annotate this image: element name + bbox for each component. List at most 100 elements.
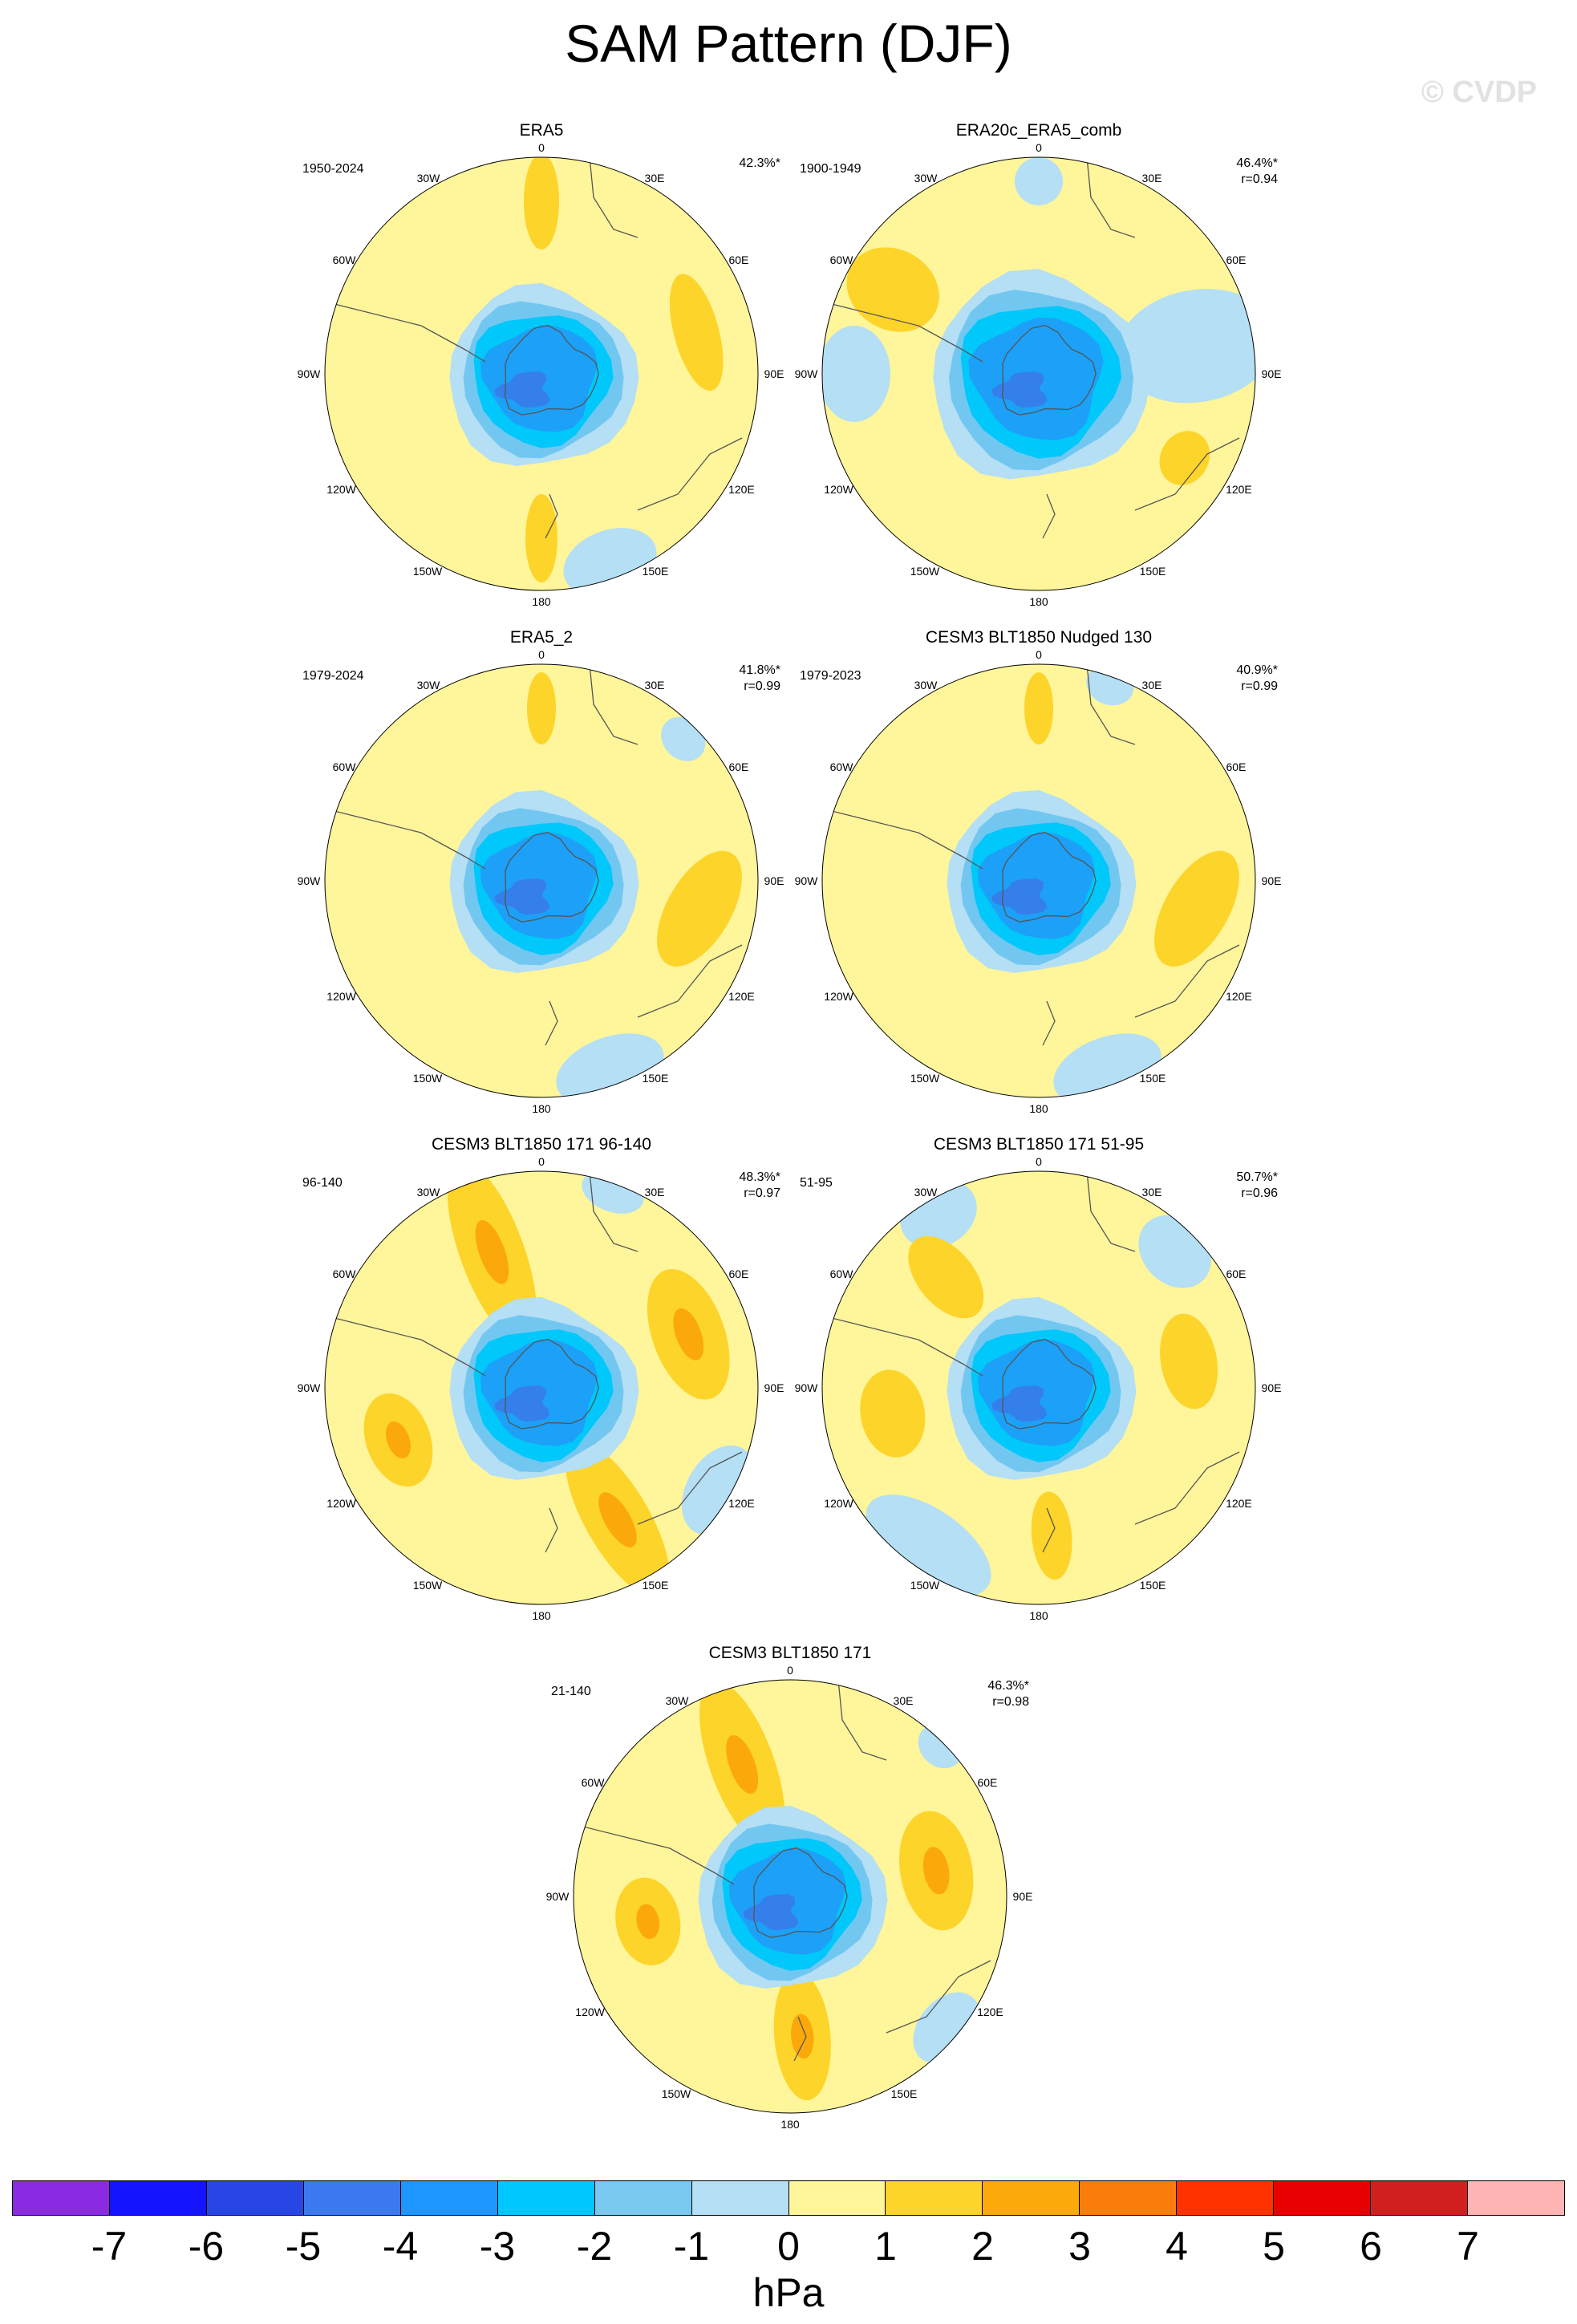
longitude-label: 150E xyxy=(643,1072,669,1085)
panel-correlation: r=0.94 xyxy=(1241,172,1278,186)
panel-title: ERA5_2 xyxy=(509,628,574,647)
colorbar-swatch xyxy=(206,2181,304,2215)
longitude-label: 120E xyxy=(1226,990,1252,1003)
field-contours xyxy=(325,664,758,1097)
longitude-label: 0 xyxy=(1036,141,1042,154)
panel-stats: 46.3%* r=0.98 xyxy=(987,1678,1029,1710)
map-border xyxy=(573,1679,1007,2114)
new-zealand-coastline xyxy=(793,2016,807,2062)
positive-anomaly-band xyxy=(525,494,557,582)
negative-ring-5 xyxy=(494,878,550,915)
longitude-label: 90W xyxy=(546,1890,570,1903)
map-panel-era20c: ERA20c_ERA5_comb 1900-1949 46.4%* r=0.94… xyxy=(758,120,1320,618)
panel-period: 96-140 xyxy=(302,1176,343,1190)
field-contours xyxy=(325,1171,758,1604)
africa-coastline xyxy=(837,1680,887,1761)
south-america-coastline xyxy=(574,1823,735,1885)
longitude-label: 180 xyxy=(1029,1609,1048,1622)
colorbar-swatch xyxy=(1080,2181,1178,2215)
south-america-coastline xyxy=(822,808,983,870)
longitude-label: 120W xyxy=(824,1497,853,1510)
positive-anomaly-band xyxy=(669,274,724,391)
longitude-label: 150W xyxy=(413,1072,443,1085)
longitude-label: 30W xyxy=(417,679,441,692)
longitude-label: 0 xyxy=(1036,1155,1042,1168)
positive-anomaly-core xyxy=(726,1734,759,1795)
negative-ring-5 xyxy=(743,1894,799,1931)
negative-ring-5 xyxy=(991,878,1048,915)
polar-map: 0 30E 60E 90E 120E 150E 180 150W 120W 90W 60W 30W xyxy=(546,1664,1033,2131)
positive-anomaly-band xyxy=(846,247,939,332)
map-panel-era5-2: ERA5_2 1979-2024 41.8%* r=0.99 0 30E 60E 90… xyxy=(261,627,822,1125)
map-border xyxy=(821,156,1256,591)
longitude-label: 120W xyxy=(326,483,356,496)
africa-coastline xyxy=(1086,1171,1136,1252)
longitude-label: 150E xyxy=(643,1579,669,1592)
panel-correlation: r=0.97 xyxy=(744,1186,780,1200)
longitude-label: 180 xyxy=(532,1102,551,1115)
figure-title: SAM Pattern (DJF) xyxy=(565,14,1012,73)
panel-title: CESM3 BLT1850 171 xyxy=(708,1644,872,1662)
colorbar xyxy=(12,2180,1565,2216)
longitude-label: 120E xyxy=(977,2006,1003,2018)
negative-ring-5 xyxy=(991,1385,1048,1422)
new-zealand-coastline xyxy=(545,1507,558,1553)
longitude-label: 30W xyxy=(666,1694,690,1707)
colorbar-tick-label: 6 xyxy=(1360,2224,1382,2269)
longitude-label: 90E xyxy=(764,874,784,887)
panel-stats: 42.3%* xyxy=(739,156,780,172)
panel-title: CESM3 BLT1850 Nudged 130 xyxy=(925,628,1153,647)
longitude-label: 150W xyxy=(413,1579,443,1592)
positive-anomaly-core xyxy=(475,1220,509,1284)
panel-correlation: r=0.98 xyxy=(992,1695,1029,1709)
colorbar-tick-label: 1 xyxy=(874,2224,897,2269)
panel-variance: 46.4%* xyxy=(1236,156,1278,170)
negative-anomaly-patch xyxy=(1015,157,1063,205)
colorbar-swatch xyxy=(13,2181,110,2215)
antarctica-coastline xyxy=(504,831,599,923)
longitude-label: 150W xyxy=(662,2087,691,2100)
positive-anomaly-core xyxy=(791,2014,814,2059)
colorbar-ticks: -7 -6 -5 -4 -3 -2 -1 0 1 2 3 4 5 6 7 xyxy=(0,2222,1577,2270)
colorbar-swatch xyxy=(594,2181,692,2215)
africa-coastline xyxy=(589,664,639,745)
colorbar-swatch xyxy=(1274,2181,1372,2215)
africa-coastline xyxy=(589,1171,639,1252)
negative-ring-5 xyxy=(494,371,550,408)
colorbar-tick-label: 4 xyxy=(1166,2224,1188,2269)
longitude-label: 90E xyxy=(764,1381,784,1394)
colorbar-tick-label: -6 xyxy=(188,2224,225,2269)
panel-correlation: r=0.99 xyxy=(1241,679,1278,693)
australia-coastline xyxy=(1134,437,1240,511)
longitude-label: 120E xyxy=(728,990,755,1003)
longitude-label: 150E xyxy=(891,2087,918,2100)
colorbar-swatch xyxy=(109,2181,207,2215)
longitude-label: 60W xyxy=(830,760,854,773)
positive-anomaly-core xyxy=(673,1308,704,1361)
longitude-label: 120W xyxy=(326,1497,356,1510)
longitude-label: 30E xyxy=(894,1694,914,1707)
map-border xyxy=(324,663,759,1098)
polar-map: 0 30E 60E 90E 120E 150E 180 150W 120W 90W 60W 30W xyxy=(795,648,1282,1115)
longitude-label: 60E xyxy=(728,253,748,266)
longitude-label: 60E xyxy=(728,1267,748,1280)
longitude-label: 120W xyxy=(824,990,853,1003)
negative-anomaly-patch xyxy=(866,1495,991,1597)
australia-coastline xyxy=(637,1451,743,1525)
panel-period: 1900-1949 xyxy=(800,162,861,176)
longitude-label: 60W xyxy=(582,1776,606,1789)
africa-coastline xyxy=(589,157,639,238)
panel-period: 21-140 xyxy=(551,1685,591,1698)
panel-stats: 46.4%* r=0.94 xyxy=(1236,156,1278,188)
longitude-label: 30W xyxy=(914,1186,938,1199)
map-border xyxy=(821,1170,1256,1605)
new-zealand-coastline xyxy=(1042,1000,1056,1046)
panel-title: ERA20c_ERA5_comb xyxy=(955,121,1122,140)
longitude-label: 30W xyxy=(914,679,938,692)
panel-correlation: r=0.96 xyxy=(1241,1186,1278,1200)
colorbar-tick-label: 0 xyxy=(777,2224,800,2269)
longitude-label: 30E xyxy=(645,679,665,692)
antarctica-coastline xyxy=(752,1847,848,1938)
field-contours xyxy=(325,157,758,590)
cvdp-watermark: © CVDP xyxy=(1421,75,1537,109)
